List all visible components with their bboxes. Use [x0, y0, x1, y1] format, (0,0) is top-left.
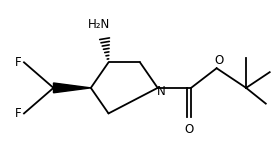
Text: O: O [214, 54, 223, 67]
Text: O: O [184, 123, 194, 136]
Text: F: F [15, 107, 22, 120]
Text: N: N [157, 85, 166, 98]
Text: H₂N: H₂N [87, 18, 110, 31]
Text: F: F [15, 56, 22, 69]
Polygon shape [54, 83, 91, 93]
